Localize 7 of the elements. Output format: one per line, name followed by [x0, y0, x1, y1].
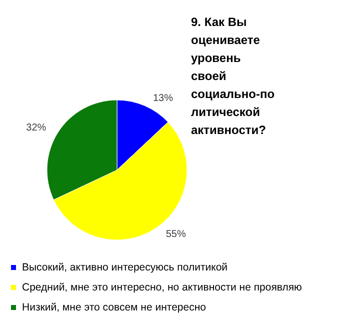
- data-label: 32%: [26, 122, 46, 134]
- chart-title: 9. Как Вы оцениваете уровень своей социально-политической активности?: [191, 15, 275, 137]
- legend-label: Низкий, мне это совсем не интересно: [22, 302, 206, 314]
- legend-label: Средний, мне это интересно, но активности не проявляю: [22, 282, 302, 294]
- data-label: 13%: [152, 92, 174, 104]
- data-label: 55%: [166, 229, 186, 240]
- legend-label: Высокий, активно интересуюсь политикой: [22, 262, 228, 274]
